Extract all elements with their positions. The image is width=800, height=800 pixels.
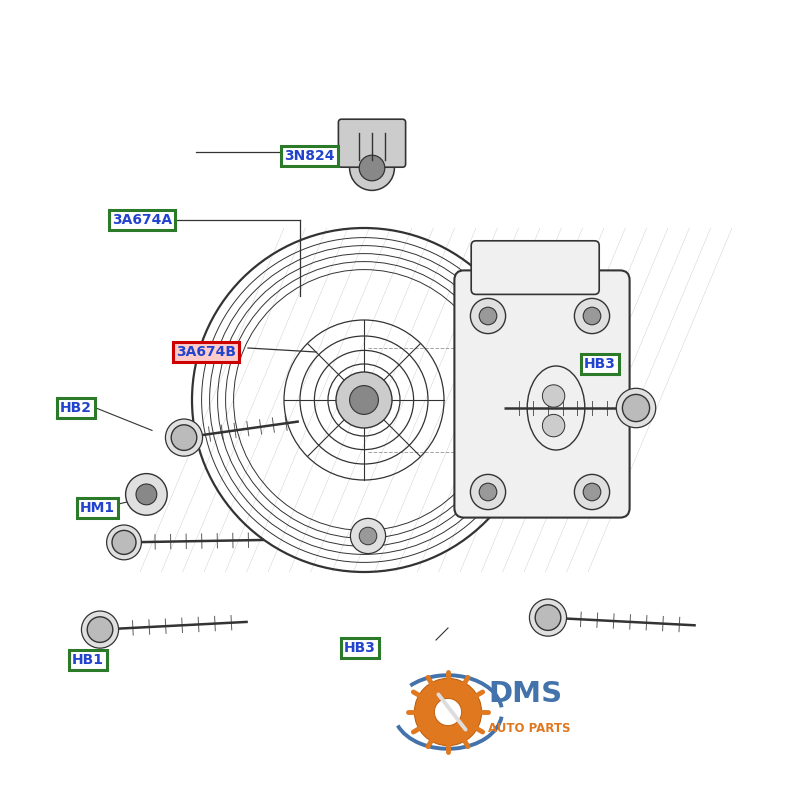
Text: HB1: HB1 (72, 653, 104, 667)
Circle shape (479, 483, 497, 501)
Text: HB2: HB2 (60, 401, 92, 415)
FancyBboxPatch shape (338, 119, 406, 167)
Text: DMS: DMS (488, 680, 562, 709)
Circle shape (171, 425, 197, 450)
Circle shape (82, 611, 118, 648)
Circle shape (112, 530, 136, 554)
FancyBboxPatch shape (454, 270, 630, 518)
Text: 3A674B: 3A674B (176, 345, 236, 359)
Circle shape (414, 678, 482, 746)
Circle shape (434, 698, 462, 726)
Circle shape (535, 605, 561, 630)
Circle shape (106, 525, 142, 560)
Circle shape (622, 394, 650, 422)
FancyBboxPatch shape (471, 241, 599, 294)
Circle shape (583, 307, 601, 325)
Circle shape (542, 414, 565, 437)
Circle shape (530, 599, 566, 636)
Circle shape (574, 298, 610, 334)
Circle shape (583, 483, 601, 501)
Circle shape (350, 146, 394, 190)
Text: HB3: HB3 (344, 641, 376, 655)
Circle shape (336, 372, 392, 428)
Circle shape (87, 617, 113, 642)
Circle shape (574, 474, 610, 510)
Text: AUTO PARTS: AUTO PARTS (488, 722, 570, 734)
Circle shape (616, 388, 656, 428)
Circle shape (542, 385, 565, 407)
Circle shape (359, 155, 385, 181)
Text: HB3: HB3 (584, 357, 616, 371)
Text: HM1: HM1 (80, 501, 115, 515)
Circle shape (166, 419, 202, 456)
Text: 3A674A: 3A674A (112, 213, 172, 227)
Circle shape (479, 307, 497, 325)
Circle shape (359, 527, 377, 545)
Circle shape (350, 386, 378, 414)
Circle shape (470, 298, 506, 334)
Text: 3N824: 3N824 (284, 149, 334, 163)
Circle shape (350, 518, 386, 554)
Circle shape (470, 474, 506, 510)
Circle shape (136, 484, 157, 505)
Circle shape (126, 474, 167, 515)
